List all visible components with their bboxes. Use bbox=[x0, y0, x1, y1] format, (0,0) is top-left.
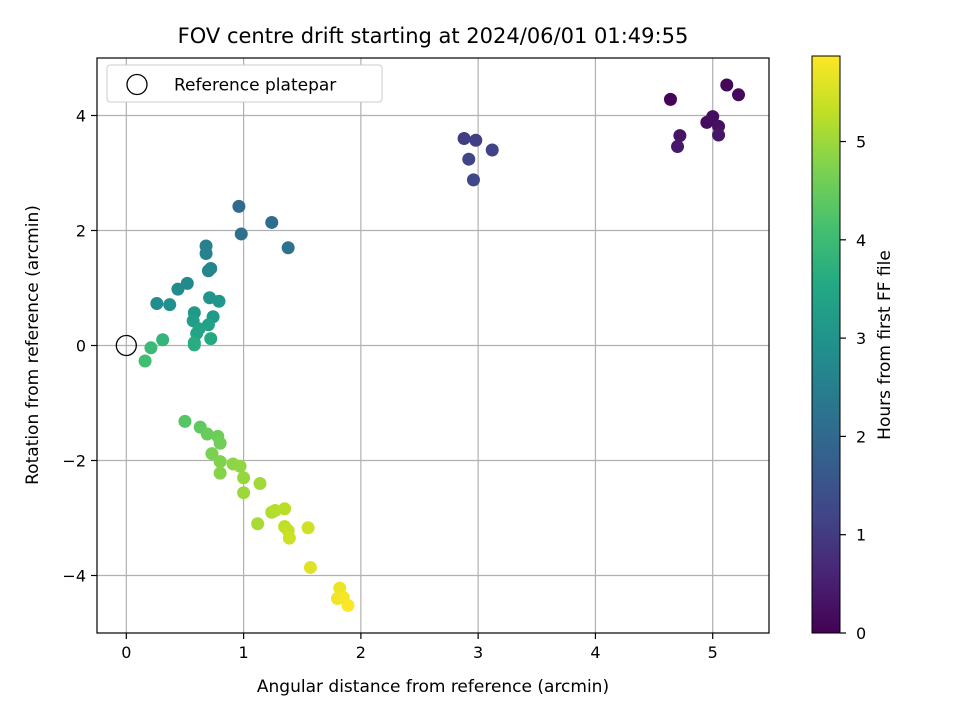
data-point bbox=[234, 227, 248, 241]
legend-label: Reference platepar bbox=[174, 76, 336, 96]
colorbar: 0 1 2 3 4 5 Hours from first FF file bbox=[811, 55, 895, 643]
data-point bbox=[303, 560, 317, 574]
y-tick-label: −2 bbox=[62, 452, 86, 471]
x-tick-label: 4 bbox=[590, 643, 600, 662]
y-tick-label: −4 bbox=[62, 567, 86, 586]
data-point bbox=[232, 199, 246, 213]
data-point bbox=[466, 173, 480, 187]
colorbar-tick-label: 0 bbox=[856, 624, 866, 643]
data-point bbox=[204, 332, 218, 346]
legend: Reference platepar bbox=[106, 64, 383, 103]
data-point bbox=[301, 521, 315, 535]
data-point bbox=[180, 276, 194, 290]
data-point bbox=[205, 447, 219, 461]
data-point bbox=[673, 129, 687, 143]
colorbar-ticks: 0 1 2 3 4 5 bbox=[840, 133, 866, 643]
x-axis-ticks: 0 1 2 3 4 5 bbox=[121, 633, 718, 662]
data-point bbox=[237, 471, 251, 485]
x-tick-label: 3 bbox=[473, 643, 483, 662]
data-point bbox=[278, 502, 292, 516]
data-point bbox=[281, 241, 295, 255]
y-tick-label: 0 bbox=[76, 337, 86, 356]
data-point bbox=[233, 459, 247, 473]
data-point bbox=[712, 128, 726, 142]
data-point bbox=[706, 110, 720, 124]
colorbar-tick-label: 3 bbox=[856, 329, 866, 348]
data-point bbox=[150, 297, 164, 311]
data-point bbox=[237, 486, 251, 500]
data-point bbox=[199, 247, 213, 260]
data-points bbox=[138, 78, 746, 612]
x-tick-label: 1 bbox=[239, 643, 249, 662]
data-point bbox=[485, 143, 499, 157]
legend-marker-open-circle bbox=[126, 73, 148, 96]
data-point bbox=[720, 78, 734, 92]
data-point bbox=[144, 341, 158, 355]
colorbar-label: Hours from first FF file bbox=[875, 250, 895, 440]
data-point bbox=[138, 354, 152, 368]
y-tick-label: 2 bbox=[76, 222, 86, 241]
data-point bbox=[663, 92, 677, 106]
data-point bbox=[178, 414, 192, 428]
reference-marker-group bbox=[115, 334, 137, 357]
legend-box bbox=[106, 64, 383, 103]
data-point bbox=[156, 333, 170, 347]
colorbar-tick-label: 1 bbox=[856, 526, 866, 545]
data-point bbox=[265, 215, 279, 229]
data-point bbox=[213, 466, 227, 480]
data-point bbox=[671, 140, 685, 154]
x-tick-label: 0 bbox=[121, 643, 131, 662]
data-point bbox=[163, 298, 177, 312]
chart-title: FOV centre drift starting at 2024/06/01 … bbox=[178, 24, 689, 48]
data-point bbox=[282, 531, 296, 545]
data-point bbox=[200, 427, 214, 441]
data-point bbox=[732, 88, 746, 102]
data-point bbox=[201, 264, 215, 278]
data-point bbox=[469, 133, 483, 147]
y-axis-label: Rotation from reference (arcmin) bbox=[23, 205, 43, 485]
y-tick-label: 4 bbox=[76, 107, 86, 126]
x-tick-label: 5 bbox=[708, 643, 718, 662]
data-point bbox=[341, 598, 355, 612]
data-point bbox=[212, 294, 226, 308]
x-tick-label: 2 bbox=[356, 643, 366, 662]
colorbar-tick-label: 5 bbox=[856, 133, 866, 152]
data-point bbox=[251, 517, 265, 531]
colorbar-tick-label: 2 bbox=[856, 427, 866, 446]
data-point bbox=[171, 282, 185, 296]
x-axis-label: Angular distance from reference (arcmin) bbox=[257, 677, 609, 697]
grid bbox=[97, 58, 769, 633]
data-point bbox=[253, 477, 267, 490]
colorbar-tick-label: 4 bbox=[856, 231, 866, 250]
data-point bbox=[213, 436, 227, 450]
reference-platepar-marker bbox=[115, 334, 137, 357]
data-point bbox=[187, 338, 201, 352]
y-axis-ticks: −4 −2 0 2 4 bbox=[62, 107, 97, 586]
colorbar-gradient bbox=[811, 55, 841, 634]
data-point bbox=[457, 132, 471, 145]
data-point bbox=[462, 152, 476, 166]
data-point bbox=[213, 455, 227, 469]
